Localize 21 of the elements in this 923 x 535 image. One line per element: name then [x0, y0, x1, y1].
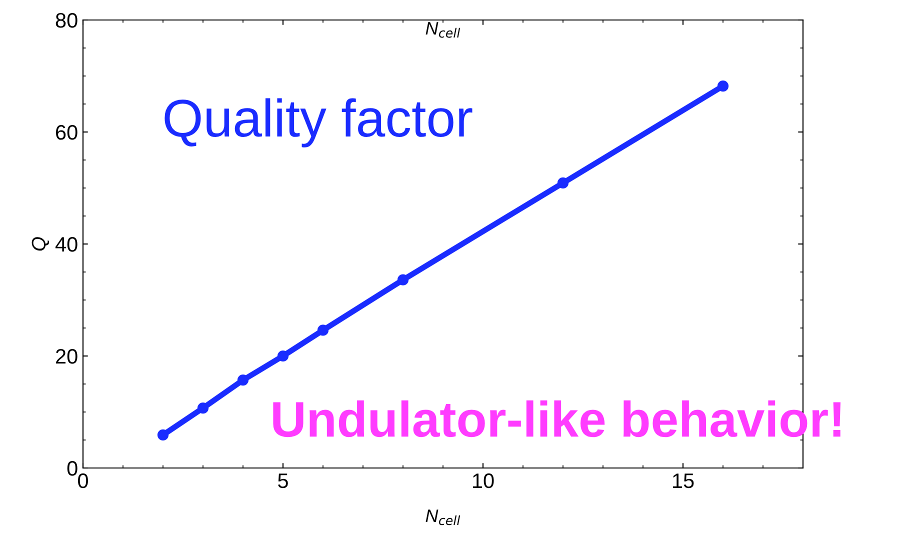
y-tick-label: 20 — [56, 349, 78, 364]
point — [157, 429, 169, 441]
point — [317, 324, 329, 336]
y-tick-label: 0 — [67, 461, 78, 476]
annotation: Quality factor — [164, 98, 472, 148]
y-tick-label: 60 — [56, 125, 78, 140]
y-tick-label: 80 — [56, 13, 78, 28]
x-axis-title: N$_{cell}$ — [426, 510, 460, 526]
y-axis-title: Q — [32, 237, 50, 251]
point — [237, 374, 249, 386]
y-tick-label: 40 — [55, 237, 78, 252]
x-tick-label: 5 — [278, 474, 288, 488]
x2-axis-title: N$_{cell}$ — [426, 22, 460, 38]
point — [717, 80, 729, 92]
x-tick-label: 15 — [673, 474, 694, 488]
point — [397, 274, 409, 286]
point — [557, 177, 569, 189]
point — [277, 350, 289, 362]
point — [197, 402, 209, 414]
x-tick-label: 10 — [473, 473, 494, 488]
x-tick-label: 0 — [78, 473, 88, 488]
